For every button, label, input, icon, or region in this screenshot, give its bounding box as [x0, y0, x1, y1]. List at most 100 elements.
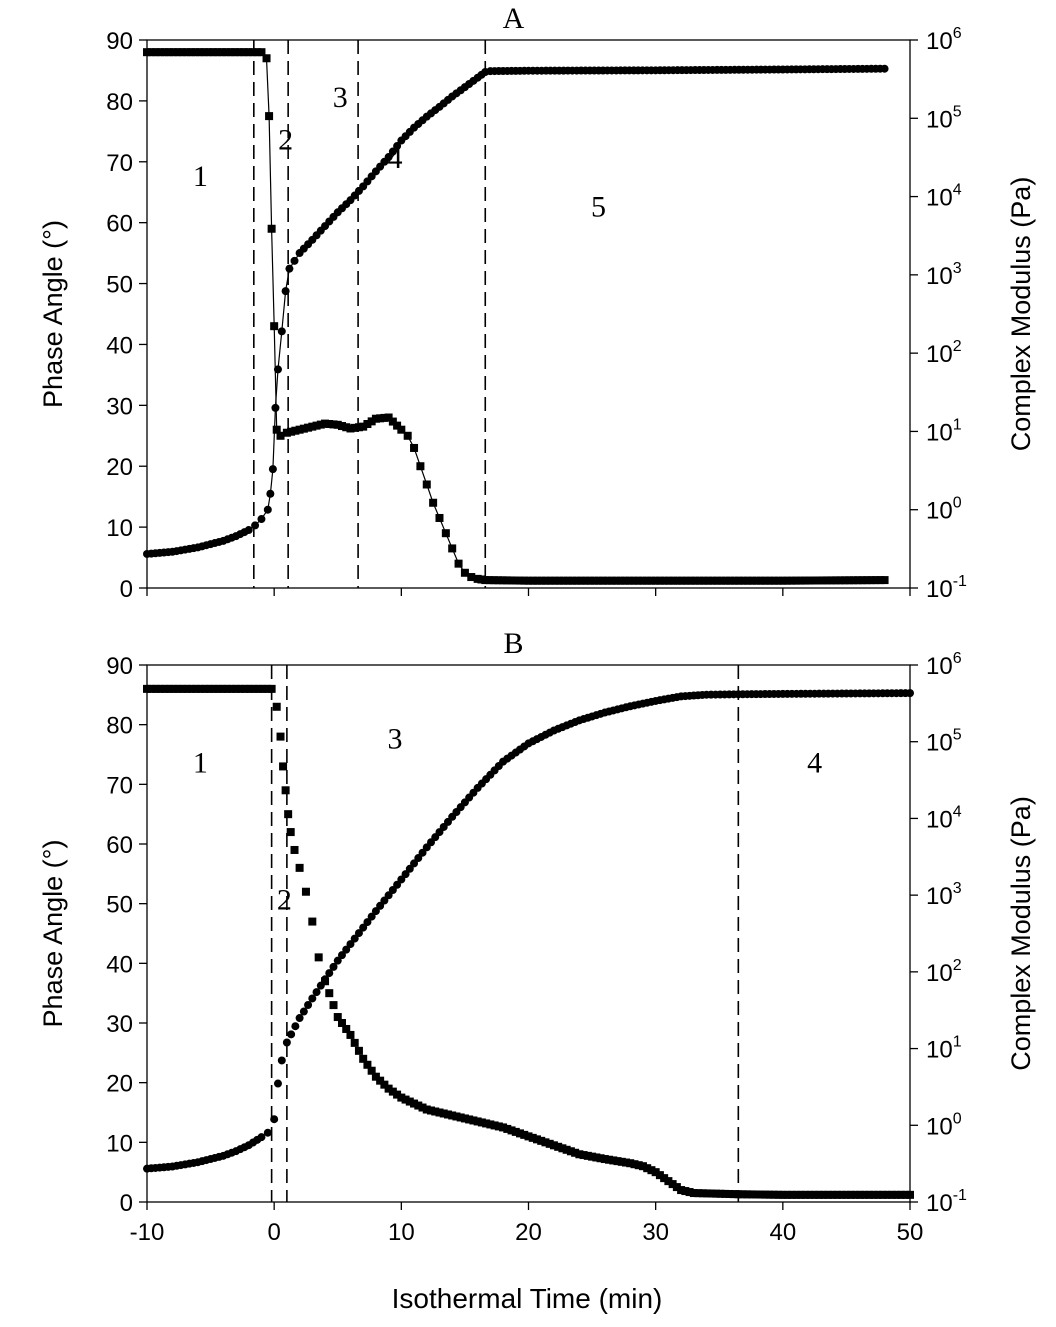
- phase-angle-point: [686, 576, 695, 585]
- phase-angle-point: [143, 48, 151, 57]
- phase-angle-point: [638, 576, 647, 585]
- phase-angle-point: [617, 1157, 626, 1166]
- phase-angle-point: [778, 576, 787, 585]
- phase-angle-point: [612, 576, 621, 585]
- phase-angle-point: [265, 112, 274, 121]
- phase-angle-point: [537, 576, 546, 585]
- complex-modulus-point: [359, 923, 368, 932]
- phase-angle-point: [489, 576, 498, 585]
- phase-angle-point: [454, 559, 463, 568]
- phase-angle-point: [482, 1119, 491, 1128]
- phase-angle-point: [880, 576, 889, 585]
- phase-angle-point: [410, 1099, 419, 1108]
- complex-modulus-point: [384, 153, 393, 162]
- phase-angle-point: [571, 1148, 580, 1157]
- x-tick-label: 30: [642, 1219, 669, 1246]
- phase-angle-point: [792, 1190, 801, 1199]
- phase-angle-point: [441, 529, 450, 538]
- phase-angle-point: [774, 576, 783, 585]
- phase-angle-point: [520, 576, 529, 585]
- phase-angle-point: [226, 48, 235, 57]
- complex-modulus-point: [270, 1115, 279, 1124]
- y-tick-label: 40: [106, 332, 133, 359]
- y-axis-label: Phase Angle (°): [38, 840, 68, 1028]
- phase-angle-point: [876, 576, 885, 585]
- phase-angle-point: [568, 576, 577, 585]
- phase-angle-point: [262, 54, 271, 63]
- y-tick-label: 90: [106, 28, 133, 55]
- complex-modulus-point: [282, 1038, 291, 1047]
- complex-modulus-point: [295, 1014, 304, 1023]
- phase-angle-point: [435, 1108, 444, 1117]
- phase-angle-point: [384, 1084, 393, 1093]
- phase-angle-point: [703, 1189, 712, 1198]
- phase-angle-point: [354, 423, 363, 432]
- phase-angle-point: [316, 420, 325, 429]
- phase-angle-point: [239, 48, 248, 57]
- phase-angle-point: [708, 576, 717, 585]
- y2-axis-label: Complex Modulus (Pa): [1006, 177, 1036, 452]
- phase-angle-point: [272, 425, 281, 434]
- phase-angle-point: [691, 576, 700, 585]
- phase-angle-point: [165, 684, 174, 693]
- phase-angle-point: [272, 702, 281, 711]
- phase-angle-point: [435, 513, 444, 522]
- phase-angle-point: [865, 1190, 874, 1199]
- panel-label: B: [503, 627, 523, 660]
- complex-modulus-point: [388, 147, 397, 156]
- phase-angle-point: [579, 1151, 588, 1160]
- phase-angle-point: [906, 1190, 914, 1199]
- complex-modulus-point: [410, 859, 419, 868]
- phase-angle-point: [410, 443, 419, 452]
- phase-angle-point: [191, 684, 200, 693]
- phase-angle-point: [520, 1130, 529, 1139]
- phase-angle-point: [607, 576, 616, 585]
- phase-angle-point: [814, 576, 823, 585]
- phase-angle-point: [485, 576, 494, 585]
- phase-angle-point: [660, 1174, 669, 1183]
- phase-angle-point: [187, 48, 196, 57]
- phase-angle-point: [592, 1153, 601, 1162]
- complex-modulus-point: [277, 1056, 286, 1065]
- phase-angle-point: [486, 1120, 495, 1129]
- phase-angle-point: [511, 1127, 520, 1136]
- phase-angle-point: [549, 1141, 558, 1150]
- phase-angle-point: [677, 576, 686, 585]
- phase-angle-point: [856, 1190, 865, 1199]
- phase-angle-point: [499, 1123, 508, 1132]
- phase-angle-point: [295, 863, 304, 872]
- phase-angle-point: [545, 1139, 554, 1148]
- phase-angle-point: [809, 576, 818, 585]
- phase-angle-point: [304, 423, 313, 432]
- phase-angle-point: [325, 420, 334, 429]
- phase-angle-point: [253, 48, 262, 57]
- phase-angle-point: [770, 576, 779, 585]
- phase-angle-point: [616, 576, 625, 585]
- phase-angle-point: [431, 1107, 440, 1116]
- complex-modulus-point: [337, 951, 346, 960]
- phase-angle-point: [427, 1106, 436, 1115]
- phase-angle-point: [169, 684, 178, 693]
- phase-angle-point: [291, 426, 300, 435]
- phase-angle-point: [388, 1087, 397, 1096]
- complex-modulus-point: [397, 875, 406, 884]
- y2-tick-label: 106: [926, 25, 962, 55]
- phase-angle-point: [546, 576, 555, 585]
- region-label: 3: [333, 81, 348, 114]
- phase-angle-point: [845, 576, 854, 585]
- phase-angle-point: [258, 684, 267, 693]
- phase-angle-point: [182, 48, 191, 57]
- phase-angle-point: [515, 576, 524, 585]
- phase-angle-point: [367, 417, 376, 426]
- phase-angle-point: [729, 1190, 738, 1199]
- complex-modulus-point: [363, 918, 372, 927]
- phase-angle-point: [537, 1136, 546, 1145]
- complex-modulus-point: [291, 1022, 300, 1031]
- phase-angle-point: [231, 48, 240, 57]
- region-label: 4: [807, 746, 822, 779]
- phase-angle-point: [401, 1095, 410, 1104]
- phase-angle-point: [805, 576, 814, 585]
- phase-angle-point: [747, 1190, 756, 1199]
- phase-angle-point: [249, 684, 258, 693]
- phase-angle-point: [828, 1190, 837, 1199]
